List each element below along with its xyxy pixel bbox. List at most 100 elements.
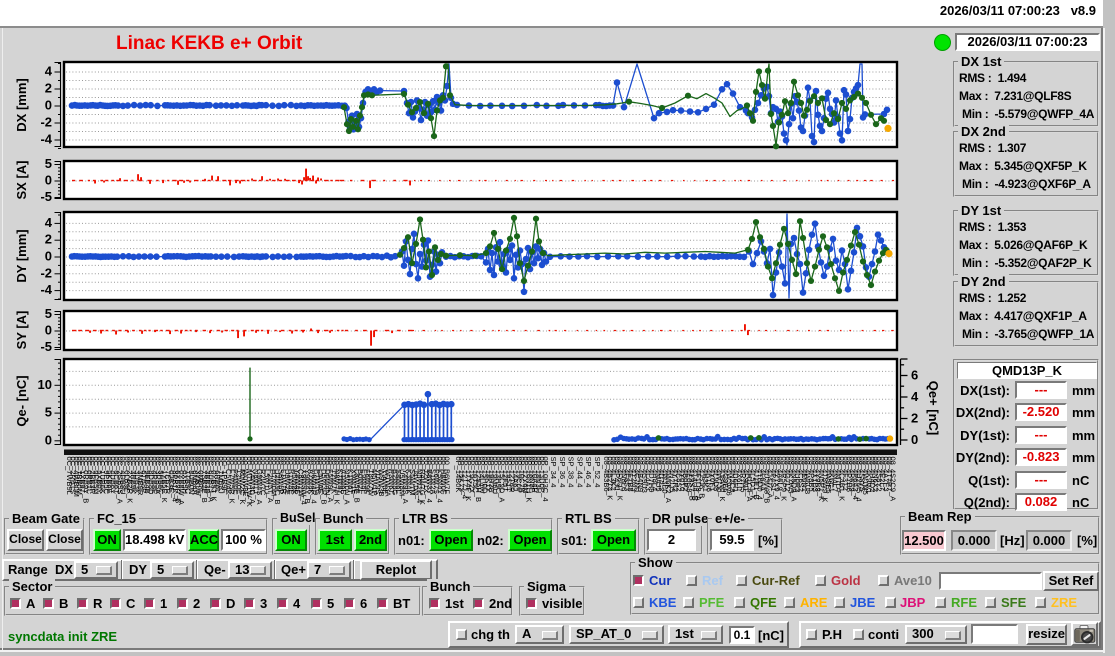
svg-text:08_4C7M1: 08_4C7M1 (633, 457, 642, 494)
svg-text:10: 10 (38, 377, 52, 392)
svg-text:00_P3W6T: 00_P3W6T (387, 457, 396, 495)
svg-text:0C_0MB8L: 0C_0MB8L (197, 457, 206, 495)
svg-text:00_J4W1W: 00_J4W1W (412, 457, 421, 497)
svg-text:00_F6W9K: 00_F6W9K (363, 457, 372, 495)
svg-text:0C_6TB8P: 0C_6TB8P (139, 457, 148, 494)
svg-text:08_4P8B5: 08_4P8B5 (807, 457, 816, 492)
svg-text:08_4T4U4_B: 08_4T4U4_B (691, 457, 700, 501)
svg-text:6: 6 (911, 368, 918, 383)
svg-text:0P_19H3E: 0P_19H3E (487, 457, 496, 493)
svg-text:SP_34_4: SP_34_4 (549, 457, 558, 488)
svg-text:0P_16T5C: 0P_16T5C (471, 457, 480, 493)
svg-text:00_J2W1X: 00_J2W1X (422, 457, 431, 494)
svg-text:0C_9EB4B: 0C_9EB4B (143, 457, 152, 494)
svg-text:00_D0W4N: 00_D0W4N (323, 457, 332, 496)
svg-text:00_Y9W6E: 00_Y9W6E (380, 457, 389, 495)
svg-text:00_H6W4R_4: 00_H6W4R_4 (310, 457, 319, 504)
svg-text:0C_7BB0M: 0C_7BB0M (75, 457, 84, 495)
svg-text:08_4W3E0: 08_4W3E0 (661, 457, 670, 494)
svg-text:00_F5W9L_A: 00_F5W9L_A (326, 457, 335, 503)
svg-text:0C_4DB8U: 0C_4DB8U (119, 457, 128, 495)
svg-text:00_W9W3B: 00_W9W3B (377, 457, 386, 497)
svg-text:08_4W8E5: 08_4W8E5 (824, 457, 833, 494)
svg-text:08_4N6X2: 08_4N6X2 (871, 457, 880, 492)
svg-text:2: 2 (45, 232, 52, 247)
svg-text:-2: -2 (40, 265, 52, 280)
svg-text:0C_0YB5J_K: 0C_0YB5J_K (210, 457, 219, 502)
svg-text:00_A7W8K: 00_A7W8K (306, 457, 315, 495)
svg-text:00_Y4W9S_A: 00_Y4W9S_A (401, 457, 410, 504)
svg-text:08_4U0R3: 08_4U0R3 (793, 457, 802, 493)
svg-text:08_4K7W3: 08_4K7W3 (786, 457, 795, 494)
svg-text:08_4H8L4: 08_4H8L4 (650, 457, 659, 492)
svg-text:0C_0RB9Y_B: 0C_0RB9Y_B (82, 457, 91, 504)
svg-text:0C_7SB2E_B: 0C_7SB2E_B (200, 457, 209, 503)
svg-text:00_U9W2E: 00_U9W2E (283, 457, 292, 495)
svg-text:00_S8W6L: 00_S8W6L (394, 457, 403, 494)
svg-text:08_4N5P1_K: 08_4N5P1_K (817, 457, 826, 502)
svg-text:0C_1YB5E_K: 0C_1YB5E_K (160, 457, 169, 503)
svg-text:00_L5W1U: 00_L5W1U (262, 457, 271, 495)
svg-text:00_F6W7S: 00_F6W7S (432, 457, 441, 495)
svg-text:08_4A6L9: 08_4A6L9 (776, 457, 785, 491)
svg-text:0C_8DB8D: 0C_8DB8D (147, 457, 156, 496)
svg-text:00_Y4W3D_A: 00_Y4W3D_A (248, 457, 257, 505)
svg-text:0P_12Y6M: 0P_12Y6M (521, 457, 530, 494)
svg-text:00_F7W5R_K: 00_F7W5R_K (228, 457, 237, 504)
svg-text:00_L1W7R: 00_L1W7R (280, 457, 289, 495)
svg-text:0C_2XB2R_K: 0C_2XB2R_K (126, 457, 135, 504)
svg-text:00_U5W8M: 00_U5W8M (398, 457, 407, 497)
svg-text:0C_1TB5C: 0C_1TB5C (184, 457, 193, 495)
svg-text:5: 5 (45, 306, 52, 321)
svg-text:08_4B4N9: 08_4B4N9 (636, 457, 645, 492)
svg-text:0: 0 (45, 249, 52, 264)
svg-text:08_4M4L7: 08_4M4L7 (831, 457, 840, 492)
svg-text:08_4X6L0: 08_4X6L0 (735, 457, 744, 491)
svg-text:0C_9FB5M: 0C_9FB5M (92, 457, 101, 495)
svg-text:08_4R7H5: 08_4R7H5 (738, 457, 747, 493)
svg-text:00_T8W7W: 00_T8W7W (366, 457, 375, 498)
svg-text:00_X9W5W_4: 00_X9W5W_4 (300, 457, 309, 505)
svg-text:08_4E7B8: 08_4E7B8 (626, 457, 635, 492)
svg-text:0P_14L4W: 0P_14L4W (478, 457, 487, 495)
svg-text:0C_4WB0M: 0C_4WB0M (72, 457, 81, 497)
svg-text:0C_2BB3R: 0C_2BB3R (88, 457, 97, 495)
svg-text:0P_15C9D_A: 0P_15C9D_A (498, 457, 507, 503)
svg-text:0P_15K7Y: 0P_15K7Y (457, 457, 466, 493)
svg-text:0P_18N3H: 0P_18N3H (534, 457, 543, 494)
svg-text:08_4E8S2: 08_4E8S2 (674, 457, 683, 492)
svg-text:00_S8W6P: 00_S8W6P (277, 457, 286, 495)
svg-text:0P_14A6J: 0P_14A6J (511, 457, 520, 492)
svg-text:08_4H3K1: 08_4H3K1 (701, 457, 710, 492)
svg-text:00_B8W3Y_4: 00_B8W3Y_4 (425, 457, 434, 503)
svg-text:00_K1W6T: 00_K1W6T (346, 457, 355, 495)
svg-text:00_R0W2C_K: 00_R0W2C_K (238, 457, 247, 505)
svg-text:08_4B2T4_K: 08_4B2T4_K (605, 457, 614, 501)
svg-text:00_H5W8K: 00_H5W8K (290, 457, 299, 495)
svg-text:08_4C6S2: 08_4C6S2 (797, 457, 806, 492)
svg-text:0C_1XB9T: 0C_1XB9T (78, 457, 87, 494)
svg-text:08_4S8Y5: 08_4S8Y5 (858, 457, 867, 492)
svg-text:08_4M7D7: 08_4M7D7 (834, 457, 843, 494)
svg-text:0C_8PB1K_4: 0C_8PB1K_4 (171, 457, 180, 502)
svg-text:DX [mm]: DX [mm] (14, 78, 29, 131)
svg-text:0C_0XB5H: 0C_0XB5H (181, 457, 190, 495)
svg-text:08_4M4J5: 08_4M4J5 (654, 457, 663, 492)
svg-text:0C_1UB6K: 0C_1UB6K (98, 457, 107, 495)
svg-text:08_4D6H1: 08_4D6H1 (731, 457, 740, 493)
svg-text:-2: -2 (40, 115, 52, 130)
svg-text:0C_2GB5S_A: 0C_2GB5S_A (116, 457, 125, 504)
svg-text:08_4F9N1: 08_4F9N1 (742, 457, 751, 492)
svg-text:0: 0 (45, 323, 52, 338)
svg-text:0P_19S1T: 0P_19S1T (504, 457, 513, 493)
svg-text:0C_3RB5A: 0C_3RB5A (153, 457, 162, 495)
svg-text:08_4E0G8: 08_4E0G8 (684, 457, 693, 493)
svg-text:00_G9W4S_A: 00_G9W4S_A (255, 457, 264, 505)
svg-text:0P_12T6R: 0P_12T6R (508, 457, 517, 493)
svg-text:08_4W1M5: 08_4W1M5 (861, 457, 870, 495)
svg-text:00_C8W2W: 00_C8W2W (297, 457, 306, 498)
svg-text:08_4P4J0: 08_4P4J0 (612, 457, 621, 491)
svg-text:08_4L5D1_K: 08_4L5D1_K (749, 457, 758, 501)
svg-text:00_N5W0N_A: 00_N5W0N_A (343, 457, 352, 505)
svg-text:2: 2 (45, 81, 52, 96)
